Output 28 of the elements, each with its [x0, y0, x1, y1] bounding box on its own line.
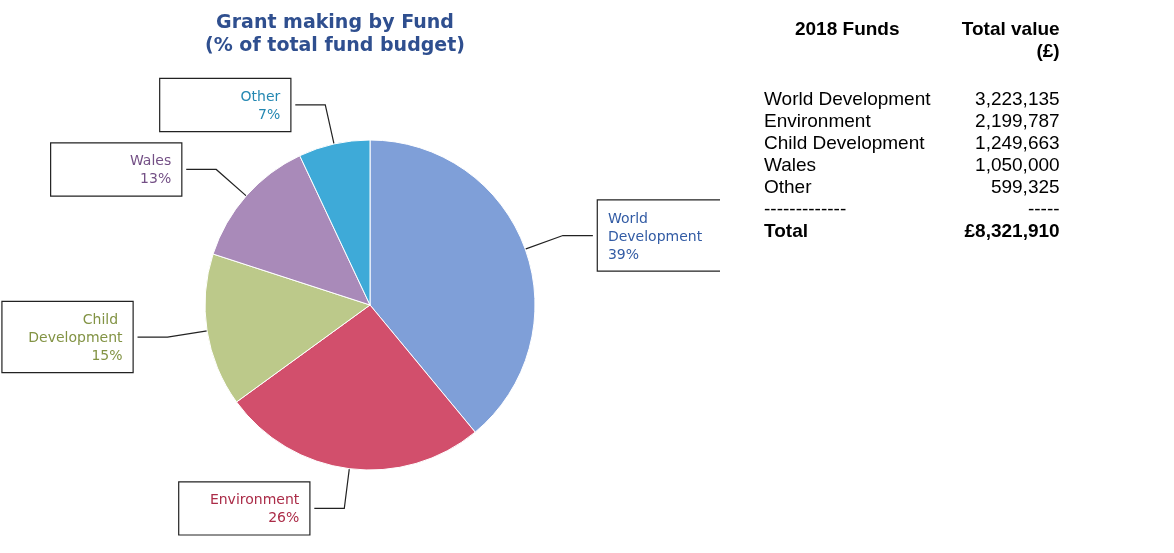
- text: Total value (£): [960, 18, 1061, 63]
- category-label: Wales: [763, 154, 818, 176]
- data-label: 39%: [607, 245, 640, 262]
- text: 1,249,663: [975, 132, 1060, 153]
- data-label: 15%: [91, 347, 123, 364]
- text: 599,325: [990, 176, 1060, 197]
- data-label: 7%: [258, 105, 281, 122]
- category-label: Child Development: [763, 132, 926, 154]
- category-label: Other: [763, 176, 813, 198]
- slice-label: Environment: [209, 491, 300, 508]
- chart-title: Grant making by Fund: [216, 9, 454, 32]
- text: -------------: [763, 198, 848, 220]
- text: 2018 Funds: [794, 18, 901, 41]
- text: 1,050,000: [975, 154, 1060, 175]
- slice-label: World Development: [607, 209, 703, 244]
- slice-label: Child Development: [28, 311, 124, 346]
- text: 2,199,787: [975, 110, 1060, 131]
- text: £8,321,910: [963, 220, 1061, 242]
- chart-subtitle: (% of total fund budget): [205, 32, 465, 55]
- data-label: 13%: [140, 170, 172, 187]
- slice-label: Wales: [129, 152, 172, 169]
- slice-label: Other: [240, 87, 281, 104]
- data-label: 26%: [268, 509, 300, 526]
- category-label: Environment: [763, 110, 872, 132]
- text: 3,223,135: [975, 88, 1060, 109]
- text: -----: [1026, 198, 1061, 220]
- text: Total: [763, 220, 809, 242]
- category-label: World Development: [763, 88, 932, 110]
